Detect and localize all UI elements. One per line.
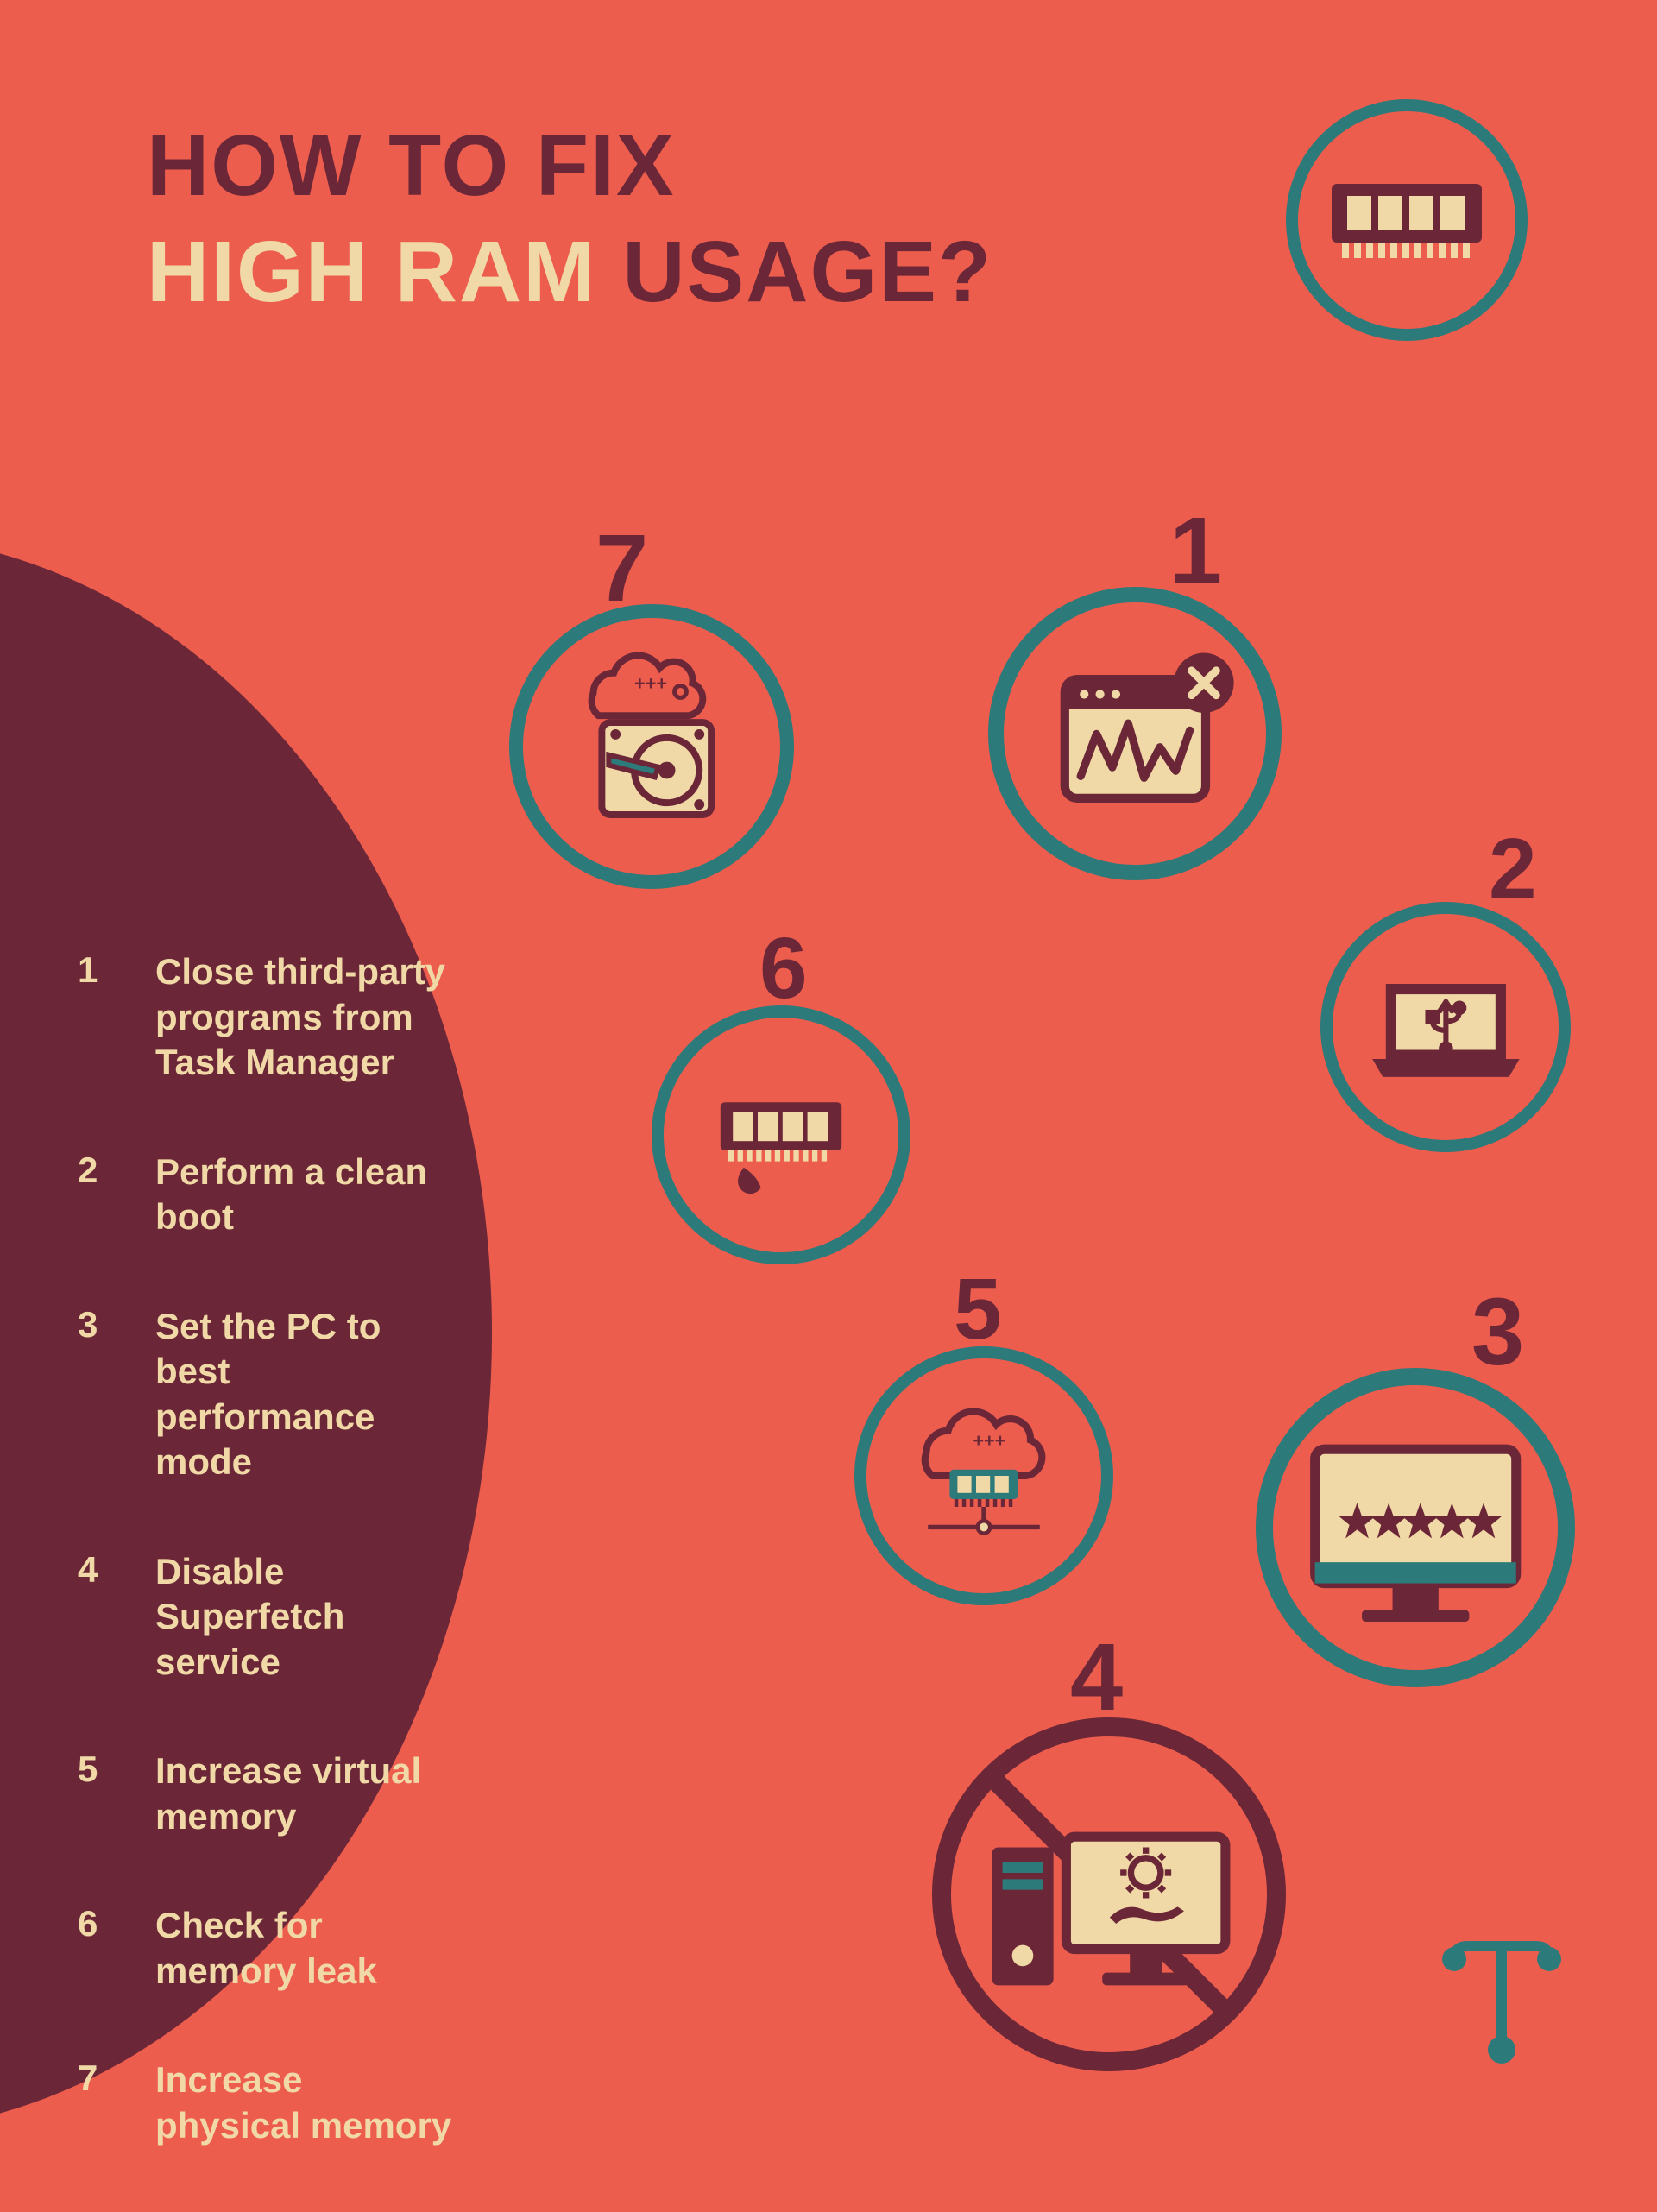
legend-item-7: 7 Increase physical memory: [78, 2058, 457, 2148]
bubble-4: 4: [932, 1717, 1286, 2071]
legend-text: Set the PC to best performance mode: [155, 1304, 457, 1485]
bubble-6: 6: [652, 1005, 910, 1264]
legend-num: 7: [78, 2058, 155, 2099]
bubble-7: 7: [509, 604, 794, 889]
legend-num: 6: [78, 1903, 155, 1944]
bubble-number: 7: [595, 514, 648, 623]
bubble-1: 1: [988, 587, 1282, 880]
legend-text: Perform a clean boot: [155, 1150, 457, 1240]
title-line-2: HIGH RAM USAGE?: [147, 223, 992, 322]
bubble-number: 3: [1471, 1277, 1524, 1387]
legend-item-2: 2 Perform a clean boot: [78, 1150, 457, 1240]
legend-text: Increase physical memory: [155, 2058, 457, 2148]
title-text-2c: USAGE?: [622, 224, 992, 320]
legend-item-1: 1 Close third-party programs from Task M…: [78, 949, 457, 1086]
bubble-5: 5: [854, 1346, 1113, 1605]
legend-text: Check for memory leak: [155, 1903, 457, 1994]
laptop-usb-icon: [1356, 937, 1536, 1118]
legend-num: 1: [78, 949, 155, 991]
bubble-number: 4: [1070, 1623, 1123, 1732]
bubble-number: 2: [1489, 820, 1537, 919]
ram-icon: [1325, 168, 1489, 272]
cloud-ram-icon: [891, 1383, 1077, 1569]
title-text-1: HOW TO FIX: [147, 117, 676, 214]
bubble-3: 3: [1256, 1368, 1575, 1687]
task-manager-close-icon: [1030, 628, 1241, 840]
title-line-1: HOW TO FIX: [147, 117, 992, 216]
legend-item-4: 4 Disable Superfetch service: [78, 1549, 457, 1686]
bubble-2: 2: [1320, 902, 1571, 1152]
legend-num: 4: [78, 1549, 155, 1591]
logo-icon: [1437, 1933, 1566, 2076]
legend-list: 1 Close third-party programs from Task M…: [78, 949, 457, 2212]
bubble-number: 1: [1169, 496, 1222, 606]
hard-drive-cloud-icon: [549, 644, 754, 849]
title-text-2b: RAM: [395, 224, 597, 320]
ram-leak-icon: [688, 1042, 874, 1228]
bubble-number: 6: [759, 919, 808, 1018]
legend-num: 5: [78, 1749, 155, 1790]
title-block: HOW TO FIX HIGH RAM USAGE?: [147, 117, 992, 322]
legend-text: Close third-party programs from Task Man…: [155, 949, 457, 1086]
bubble-number: 5: [954, 1260, 1002, 1359]
legend-item-6: 6 Check for memory leak: [78, 1903, 457, 1994]
monitor-stars-icon: [1301, 1413, 1530, 1642]
legend-item-5: 5 Increase virtual memory: [78, 1749, 457, 1839]
legend-text: Increase virtual memory: [155, 1749, 457, 1839]
ram-badge: [1286, 99, 1528, 341]
legend-item-3: 3 Set the PC to best performance mode: [78, 1304, 457, 1485]
legend-num: 2: [78, 1150, 155, 1191]
legend-num: 3: [78, 1304, 155, 1345]
title-text-2a: HIGH: [147, 224, 369, 320]
computer-service-disabled-icon: [981, 1767, 1236, 2021]
legend-text: Disable Superfetch service: [155, 1549, 457, 1686]
